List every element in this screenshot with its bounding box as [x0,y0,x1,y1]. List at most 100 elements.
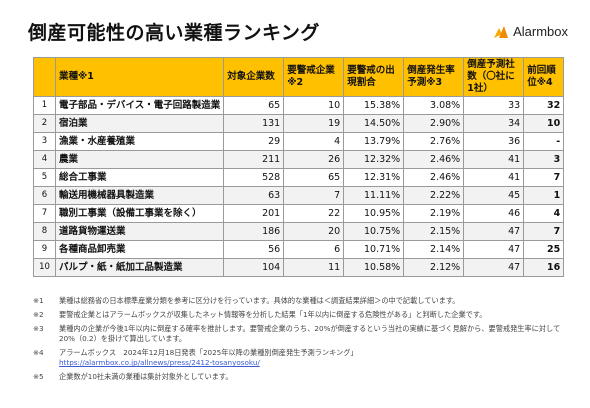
industry-cell: 電子部品・デバイス・電子回路製造業 [54,96,225,115]
footnotes: ※1 業種は総務省の日本標準産業分類を参考に区分けを行っています。具体的な業種は… [33,296,563,386]
rate-cell: 2.12% [403,258,465,277]
companies-cell: 131 [223,114,285,133]
companies-cell: 186 [223,222,285,241]
table-row: 6 輸送用機械器具製造業 63 7 11.11% 2.22% 45 1 [33,186,565,205]
alert-cell: 22 [283,204,345,223]
table-row: 9 各種商品卸売業 56 6 10.71% 2.14% 47 25 [33,240,565,259]
companies-cell: 528 [223,168,285,187]
page-title: 倒産可能性の高い業種ランキング [28,22,320,44]
footnote-mark: ※5 [33,372,44,381]
alert-cell: 20 [283,222,345,241]
footnote: ※4 アラームボックス 2024年12月18日発表「2025年以降の業種別倒産発… [33,348,563,368]
footnote: ※3 業種内の企業が今後1年以内に倒産する確率を推計します。要警戒企業のうち、2… [33,324,563,344]
header-one-in-n: 倒産予測社数（〇社に1社） [463,57,525,97]
ratio-cell: 11.11% [343,186,405,205]
industry-cell: 輸送用機械器具製造業 [54,186,225,205]
rate-cell: 2.14% [403,240,465,259]
table-row: 7 職別工事業（設備工事業を除く） 201 22 10.95% 2.19% 46… [33,204,565,223]
prev-rank-cell: 25 [523,240,565,259]
companies-cell: 104 [223,258,285,277]
table-row: 2 宿泊業 131 19 14.50% 2.90% 34 10 [33,114,565,133]
footnote: ※1 業種は総務省の日本標準産業分類を参考に区分けを行っています。具体的な業種は… [33,296,563,306]
header-previous-rank: 前回順位※4 [523,57,565,97]
ratio-cell: 10.58% [343,258,405,277]
footnote-text: 要警戒企業とはアラームボックスが収集したネット情報等を分析した結果「1年以内に倒… [59,310,487,319]
rank-cell: 10 [33,258,56,277]
header-alert-companies: 要警戒企業※2 [283,57,345,97]
one-in-cell: 46 [463,204,525,223]
table-row: 1 電子部品・デバイス・電子回路製造業 65 10 15.38% 3.08% 3… [33,96,565,115]
industry-cell: 道路貨物運送業 [54,222,225,241]
rate-cell: 2.90% [403,114,465,133]
footnote-mark: ※3 [33,324,44,333]
table-row: 8 道路貨物運送業 186 20 10.75% 2.15% 47 7 [33,222,565,241]
rate-cell: 2.15% [403,222,465,241]
rate-cell: 2.46% [403,168,465,187]
one-in-cell: 33 [463,96,525,115]
table-row: 5 総合工事業 528 65 12.31% 2.46% 41 7 [33,168,565,187]
source-link[interactable]: https://alarmbox.co.jp/allnews/press/241… [59,358,260,367]
alert-cell: 65 [283,168,345,187]
rate-cell: 2.46% [403,150,465,169]
companies-cell: 211 [223,150,285,169]
rank-cell: 1 [33,96,56,115]
industry-cell: 各種商品卸売業 [54,240,225,259]
footnote: ※2 要警戒企業とはアラームボックスが収集したネット情報等を分析した結果「1年以… [33,310,563,320]
industry-cell: 漁業・水産養殖業 [54,132,225,151]
footnote-mark: ※1 [33,296,44,305]
rate-cell: 2.22% [403,186,465,205]
rate-cell: 2.76% [403,132,465,151]
table-row: 10 パルプ・紙・紙加工品製造業 104 11 10.58% 2.12% 47 … [33,258,565,277]
table-row: 4 農業 211 26 12.32% 2.46% 41 3 [33,150,565,169]
companies-cell: 201 [223,204,285,223]
ratio-cell: 15.38% [343,96,405,115]
prev-rank-cell: 32 [523,96,565,115]
companies-cell: 56 [223,240,285,259]
prev-rank-cell: 16 [523,258,565,277]
industry-cell: 宿泊業 [54,114,225,133]
alert-cell: 6 [283,240,345,259]
footnote-text: 企業数が10社未満の業種は集計対象外としています。 [59,372,233,381]
companies-cell: 63 [223,186,285,205]
header-alert-ratio: 要警戒の出現割合 [343,57,405,97]
one-in-cell: 41 [463,150,525,169]
rank-cell: 4 [33,150,56,169]
rate-cell: 3.08% [403,96,465,115]
one-in-cell: 36 [463,132,525,151]
alert-cell: 26 [283,150,345,169]
prev-rank-cell: 4 [523,204,565,223]
one-in-cell: 47 [463,222,525,241]
rank-cell: 3 [33,132,56,151]
alert-cell: 11 [283,258,345,277]
companies-cell: 29 [223,132,285,151]
brand-logo: Alarmbox [493,24,568,39]
brand-name: Alarmbox [513,24,568,39]
footnote-mark: ※4 [33,348,44,357]
ratio-cell: 10.95% [343,204,405,223]
companies-cell: 65 [223,96,285,115]
footnote-text: 業種は総務省の日本標準産業分類を参考に区分けを行っています。具体的な業種は＜調査… [59,296,460,305]
one-in-cell: 47 [463,258,525,277]
alert-cell: 10 [283,96,345,115]
footnote-text: 業種内の企業が今後1年以内に倒産する確率を推計します。要警戒企業のうち、20%が… [59,324,561,343]
alert-cell: 4 [283,132,345,151]
ratio-cell: 14.50% [343,114,405,133]
ratio-cell: 10.71% [343,240,405,259]
rank-cell: 2 [33,114,56,133]
alarmbox-logo-icon [494,25,509,38]
industry-cell: 総合工事業 [54,168,225,187]
header-companies: 対象企業数 [223,57,285,97]
ratio-cell: 10.75% [343,222,405,241]
alert-cell: 7 [283,186,345,205]
ratio-cell: 13.79% [343,132,405,151]
footnote-text: アラームボックス 2024年12月18日発表「2025年以降の業種別倒産発生予測… [59,348,358,357]
industry-cell: 職別工事業（設備工事業を除く） [54,204,225,223]
prev-rank-cell: 3 [523,150,565,169]
alert-cell: 19 [283,114,345,133]
rank-cell: 5 [33,168,56,187]
rate-cell: 2.19% [403,204,465,223]
footnote-mark: ※2 [33,310,44,319]
one-in-cell: 41 [463,168,525,187]
rank-cell: 9 [33,240,56,259]
prev-rank-cell: 10 [523,114,565,133]
